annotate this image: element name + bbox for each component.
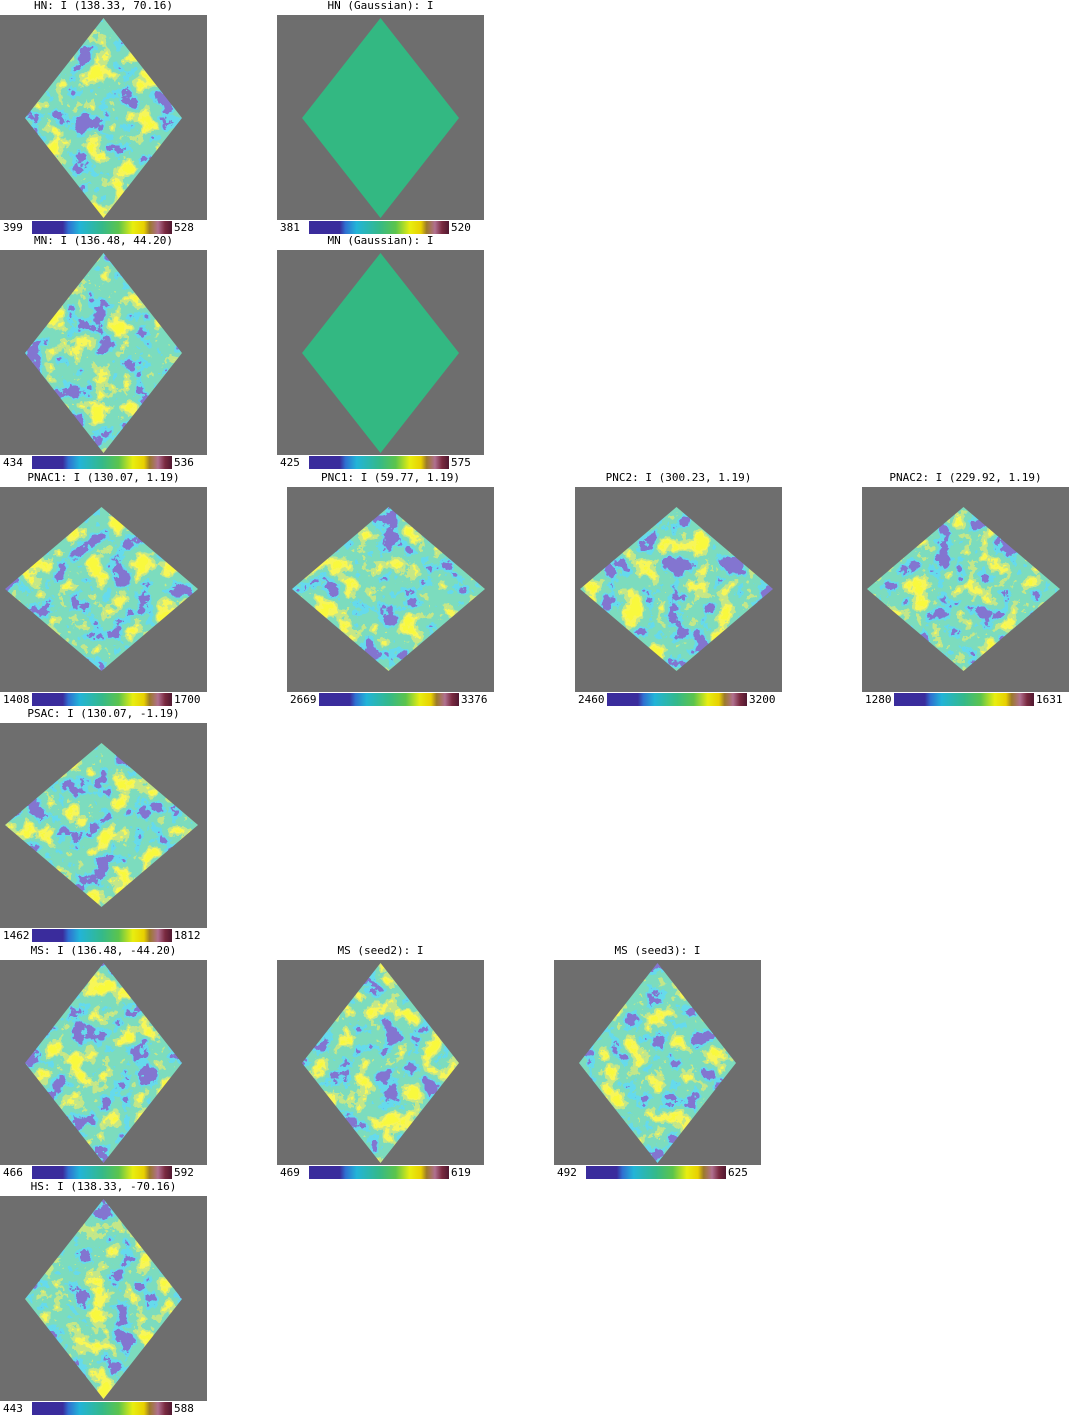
colorbar-max: 625 — [728, 1166, 748, 1179]
panel: HN: I (138.33, 70.16) 399 528 — [0, 0, 207, 234]
panel-title: HN (Gaussian): I — [328, 0, 434, 12]
panel-title: MN: I (136.48, 44.20) — [34, 234, 173, 247]
colorbar-max: 528 — [174, 221, 194, 234]
panel: MN: I (136.48, 44.20) 434 536 — [0, 234, 207, 469]
map — [302, 963, 459, 1163]
map — [292, 507, 485, 671]
panel: PNC1: I (59.77, 1.19) 2669 3376 — [287, 471, 494, 706]
panel: MS (seed3): I 492 625 — [554, 944, 761, 1179]
panel-title: MS (seed2): I — [337, 944, 423, 957]
map — [25, 253, 182, 453]
map — [302, 253, 459, 453]
colorbar — [309, 456, 449, 469]
colorbar — [607, 693, 747, 706]
panel-title: PNC2: I (300.23, 1.19) — [606, 471, 752, 484]
colorbar-min: 1462 — [3, 929, 30, 942]
colorbar-min: 466 — [3, 1166, 23, 1179]
colorbar-min: 443 — [3, 1402, 23, 1415]
panel: HN (Gaussian): I 381 520 — [277, 0, 484, 234]
colorbar — [309, 221, 449, 234]
panel: MN (Gaussian): I 425 575 — [277, 234, 484, 469]
map — [5, 743, 198, 907]
panel-title: MN (Gaussian): I — [328, 234, 434, 247]
map — [867, 507, 1060, 671]
panel: MS: I (136.48, -44.20) 466 592 — [0, 944, 207, 1179]
colorbar-min: 469 — [280, 1166, 300, 1179]
colorbar-min: 1280 — [865, 693, 892, 706]
colorbar-max: 619 — [451, 1166, 471, 1179]
panel: HS: I (138.33, -70.16) 443 588 — [0, 1180, 207, 1415]
colorbar-min: 381 — [280, 221, 300, 234]
colorbar-min: 2669 — [290, 693, 317, 706]
colorbar-min: 492 — [557, 1166, 577, 1179]
panel: MS (seed2): I 469 619 — [277, 944, 484, 1179]
map — [5, 507, 198, 671]
colorbar — [32, 929, 172, 942]
colorbar — [32, 1402, 172, 1415]
panel-title: MS (seed3): I — [614, 944, 700, 957]
colorbar-max: 536 — [174, 456, 194, 469]
map — [25, 18, 182, 218]
colorbar-max: 1812 — [174, 929, 201, 942]
panel-title: HN: I (138.33, 70.16) — [34, 0, 173, 12]
colorbar-min: 425 — [280, 456, 300, 469]
colorbar-max: 1631 — [1036, 693, 1063, 706]
panel-title: PSAC: I (130.07, -1.19) — [27, 707, 179, 720]
map — [580, 507, 773, 671]
colorbar — [32, 1166, 172, 1179]
colorbar-min: 1408 — [3, 693, 30, 706]
colorbar-max: 520 — [451, 221, 471, 234]
colorbar-max: 3200 — [749, 693, 776, 706]
colorbar — [586, 1166, 726, 1179]
panel-title: HS: I (138.33, -70.16) — [31, 1180, 177, 1193]
colorbar — [32, 221, 172, 234]
panel-title: PNAC2: I (229.92, 1.19) — [889, 471, 1041, 484]
colorbar — [32, 456, 172, 469]
panel-title: PNC1: I (59.77, 1.19) — [321, 471, 460, 484]
colorbar-max: 588 — [174, 1402, 194, 1415]
panel: PSAC: I (130.07, -1.19) 1462 1812 — [0, 707, 207, 942]
panel-title: PNAC1: I (130.07, 1.19) — [27, 471, 179, 484]
colorbar-min: 2460 — [578, 693, 605, 706]
colorbar-max: 575 — [451, 456, 471, 469]
colorbar-max: 1700 — [174, 693, 201, 706]
map — [25, 1199, 182, 1399]
colorbar — [894, 693, 1034, 706]
panel: PNAC1: I (130.07, 1.19) 1408 1700 — [0, 471, 207, 706]
colorbar-min: 399 — [3, 221, 23, 234]
map — [579, 963, 736, 1163]
panel: PNC2: I (300.23, 1.19) 2460 3200 — [575, 471, 782, 706]
panel-title: MS: I (136.48, -44.20) — [31, 944, 177, 957]
colorbar — [309, 1166, 449, 1179]
colorbar-max: 592 — [174, 1166, 194, 1179]
map — [25, 963, 182, 1163]
colorbar — [32, 693, 172, 706]
panel: PNAC2: I (229.92, 1.19) 1280 1631 — [862, 471, 1069, 706]
colorbar-max: 3376 — [461, 693, 488, 706]
map — [302, 18, 459, 218]
colorbar-min: 434 — [3, 456, 23, 469]
colorbar — [319, 693, 459, 706]
